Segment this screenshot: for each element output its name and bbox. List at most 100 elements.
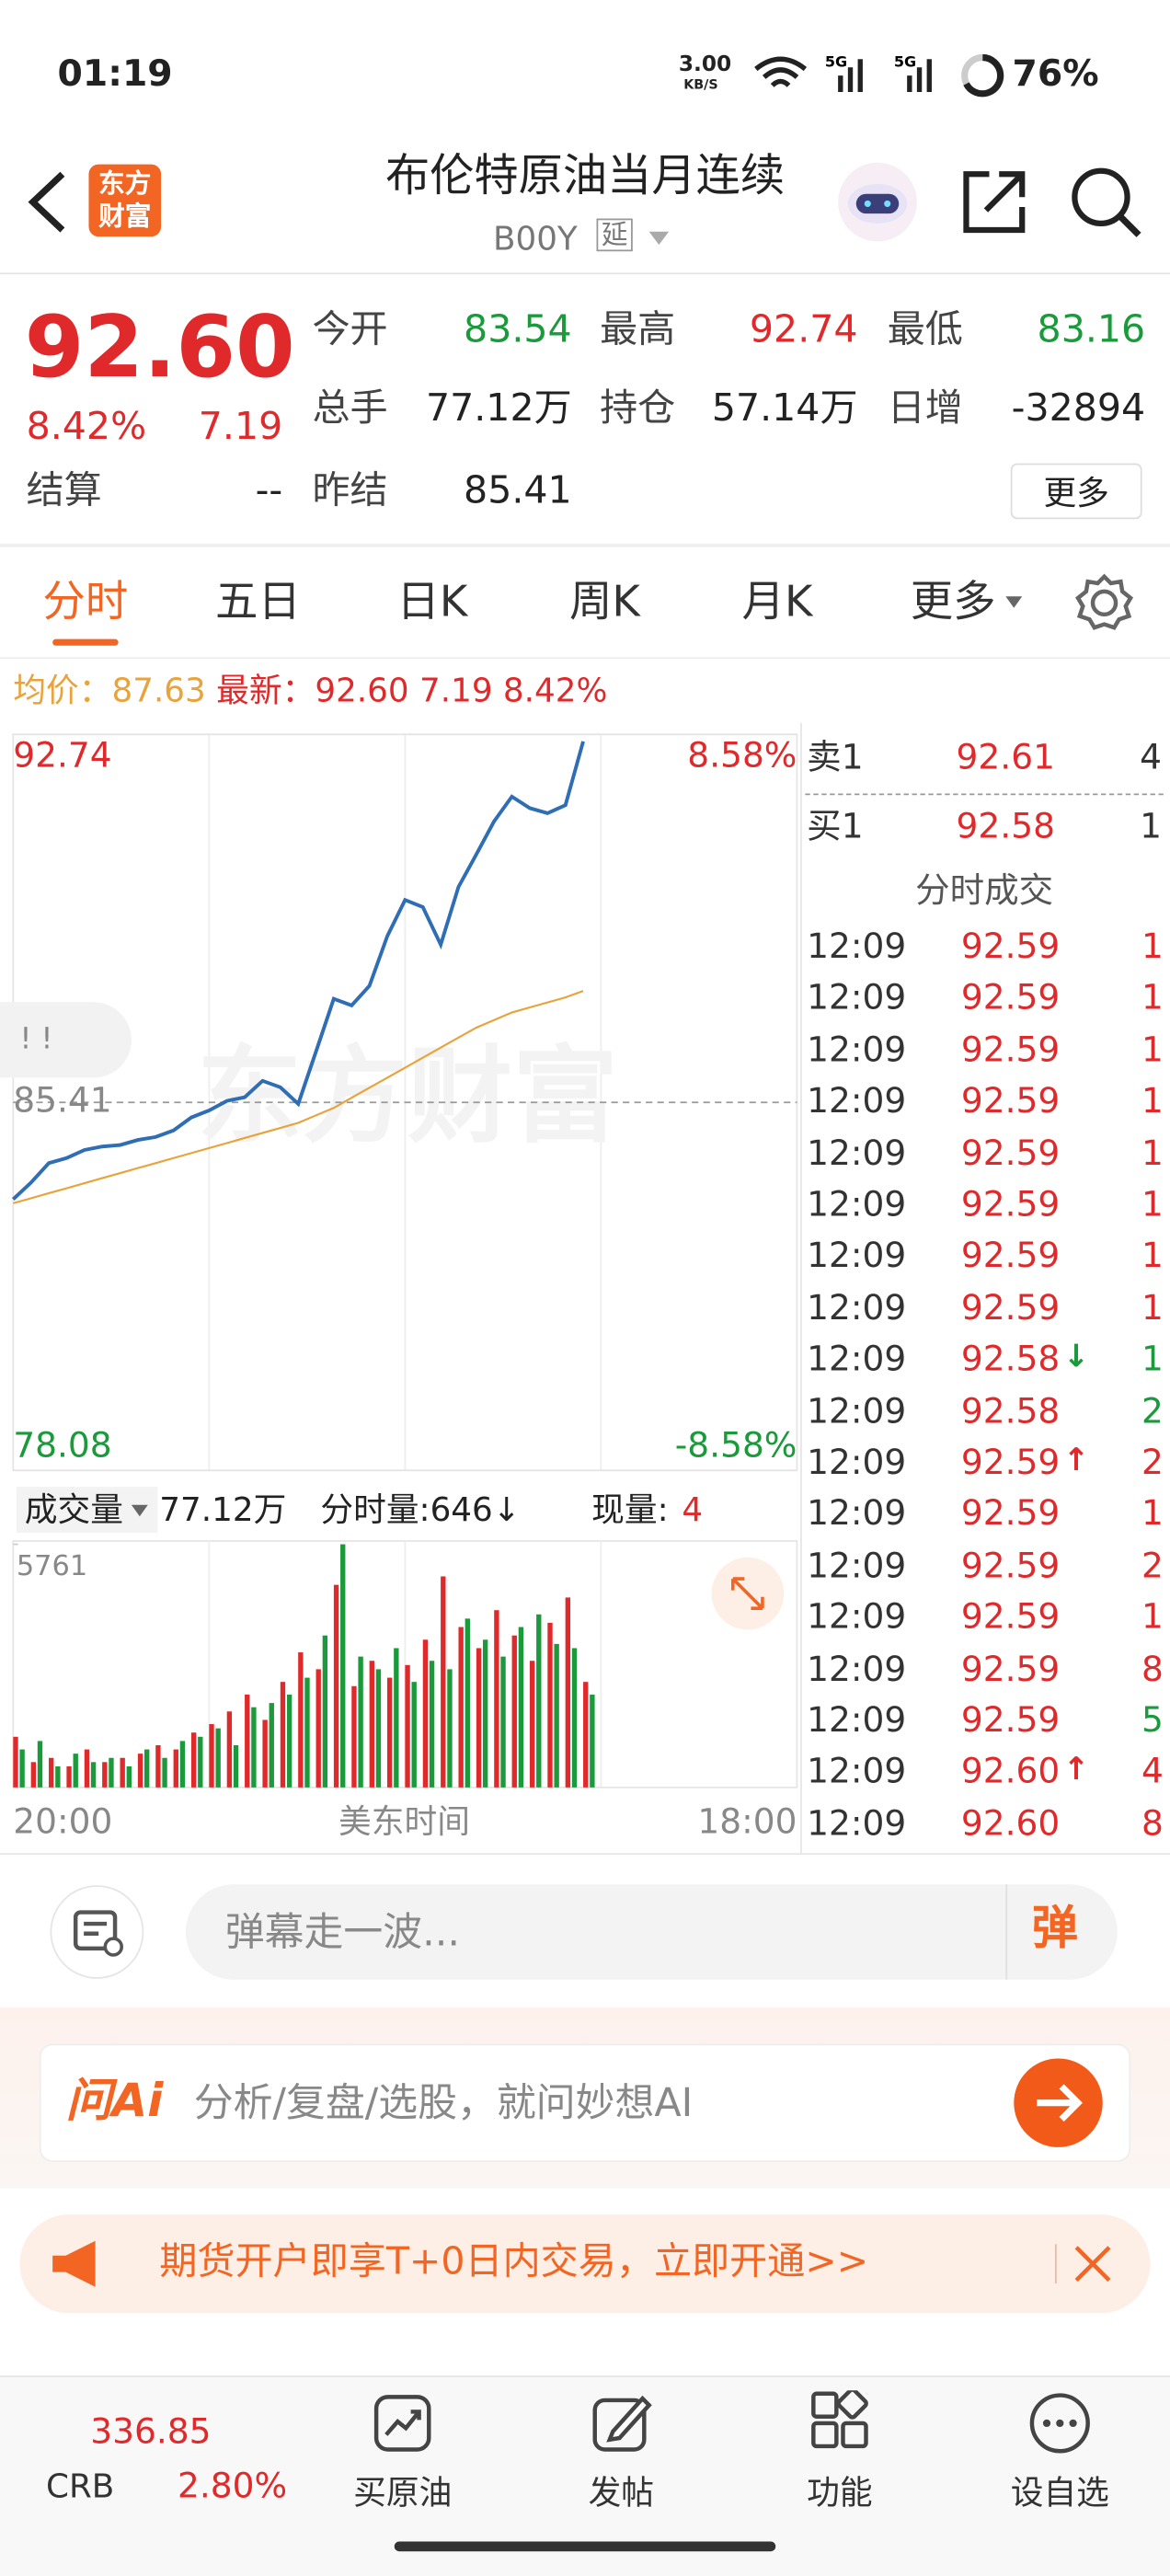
nav-label[interactable]: 发帖 [588,2472,655,2513]
nav-label[interactable]: 功能 [807,2472,873,2513]
promo-banner[interactable] [19,2214,1151,2314]
volume-bar [565,1597,571,1788]
latest-label: 最新： [216,670,315,710]
divider [1005,1884,1008,1980]
divider [800,722,802,1854]
trade-price: 92.59 [960,1236,1061,1276]
app-logo: 东方财富 [88,164,162,237]
chart-tab[interactable]: 月K [741,578,813,628]
ai-logo: 问Ai [65,2073,164,2128]
trade-price: 92.59 [960,1184,1061,1225]
volume-bar [411,1682,417,1788]
volume-bar [315,1669,321,1788]
field-label: 今开 [312,308,388,352]
danmaku-send[interactable]: 弹 [1031,1901,1078,1955]
danmaku-input[interactable] [185,1884,1118,1980]
volume-bar [162,1757,167,1788]
volume-total: 77.12万 [159,1491,286,1529]
divider [0,272,1170,275]
current-volume-label: 现量: [591,1491,669,1529]
chart-tab[interactable]: 日K [396,578,468,628]
trade-arrow: ↑ [1062,1752,1090,1788]
latest-price: 92.60 [315,670,409,710]
divider [0,1853,1170,1856]
volume-bar [215,1728,221,1788]
volume-bar [126,1765,132,1788]
y-tick-label: 85.41 [13,1080,111,1121]
volume-bar [322,1635,328,1788]
chart-tab[interactable]: 周K [568,578,640,628]
trade-price: 92.59 [960,1133,1061,1173]
y-tick-label: 92.74 [13,735,111,776]
trade-time: 12:09 [807,1597,907,1637]
trade-price: 92.60 [960,1752,1061,1792]
index-change[interactable]: 2.80% [177,2466,288,2506]
volume-bar [518,1627,524,1788]
book-volume: 4 [1140,737,1163,777]
search-button[interactable] [1068,165,1143,240]
trade-time: 12:09 [807,1803,907,1844]
volume-bar [179,1741,186,1788]
index-name[interactable]: CRB [46,2466,115,2506]
volume-bar [571,1648,578,1788]
share-button[interactable] [959,165,1032,237]
ai-submit[interactable] [1012,2057,1104,2149]
volume-bar [405,1664,410,1788]
watermark: 东方财富 [197,1035,617,1157]
settings-button[interactable] [1074,573,1134,632]
trade-price: 92.59 [960,1597,1061,1637]
volume-bar [476,1648,482,1788]
trade-time: 12:09 [807,1184,907,1225]
field-label: 持仓 [600,387,676,431]
volume-bar [120,1757,125,1788]
megaphone-icon [52,2240,96,2287]
book-price: 92.58 [956,806,1055,846]
volume-bar [422,1639,429,1788]
back-button[interactable] [23,167,73,236]
volume-bar [66,1765,72,1788]
book-divider [805,793,1164,796]
trade-volume: 2 [1141,1442,1164,1482]
book-volume: 1 [1140,806,1163,846]
field-value: 85.41 [464,469,572,513]
danmaku-settings[interactable] [50,1884,145,1980]
trade-volume: 8 [1141,1649,1164,1688]
more-button[interactable]: 更多 [1010,463,1142,520]
trade-time: 12:09 [807,1081,907,1121]
info-bar: 均价：87.63 最新：92.60 7.19 8.42% [13,673,607,707]
chart-tab[interactable]: 分时 [42,578,129,628]
period-volume: 分时量:646↓ [320,1491,520,1529]
chart-tab[interactable]: 更多 [910,578,996,628]
trade-time: 12:09 [807,978,907,1018]
close-banner[interactable] [1073,2244,1113,2283]
nav-icon[interactable] [370,2390,435,2455]
nav-label[interactable]: 设自选 [1010,2472,1109,2513]
trade-price: 92.59 [960,978,1061,1018]
volume-bar [511,1635,517,1788]
trade-arrow: ↑ [1062,1442,1090,1479]
chart-tab[interactable]: 五日 [215,578,301,628]
volume-bar [465,1618,470,1788]
volume-bar [333,1584,339,1788]
avg-price: 87.63 [111,670,206,710]
trade-price: 92.59 [960,1545,1061,1585]
trade-volume: 1 [1141,926,1164,966]
svg-text:5G: 5G [894,52,916,70]
nav-label[interactable]: 买原油 [353,2472,453,2513]
index-value[interactable]: 336.85 [90,2411,212,2452]
volume-bar [245,1694,250,1788]
nav-icon[interactable] [589,2390,654,2455]
nav-icon[interactable] [1027,2390,1093,2455]
trade-volume: 1 [1141,1236,1164,1276]
y-tick-label: 5761 [17,1550,87,1582]
book-label: 卖1 [807,737,864,777]
field-value: 77.12万 [425,387,572,431]
assistant-avatar[interactable] [835,159,921,245]
divider [0,657,1170,660]
nav-icon[interactable] [807,2390,872,2455]
volume-bar [298,1652,304,1788]
dropdown-icon[interactable] [646,228,672,247]
danmaku-bubble: ! ! [0,1002,132,1078]
ai-input[interactable] [39,2043,1131,2162]
